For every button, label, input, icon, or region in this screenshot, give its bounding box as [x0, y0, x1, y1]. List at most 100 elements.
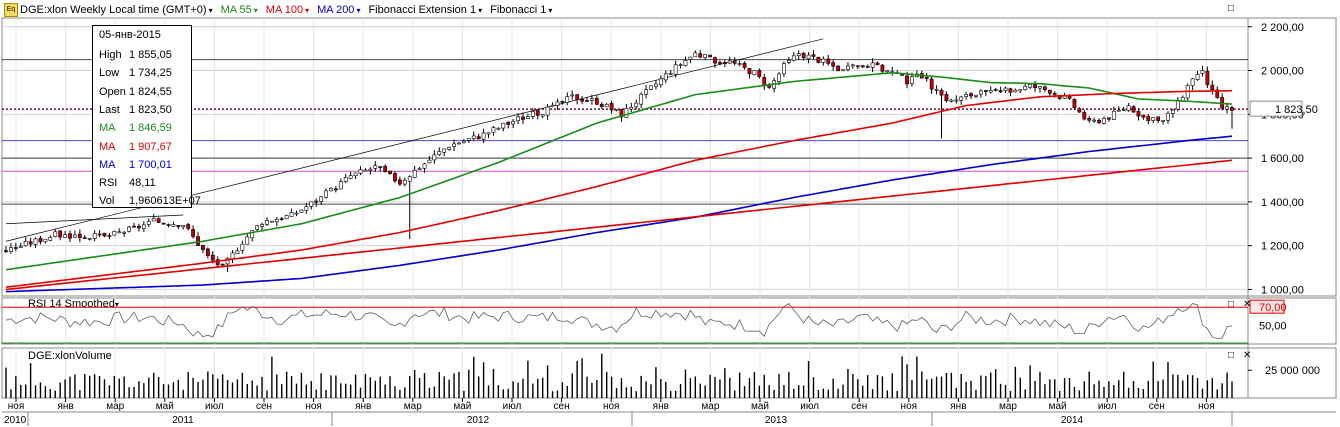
- candle-body: [491, 127, 496, 133]
- candle: [747, 67, 752, 79]
- candle-body: [358, 169, 363, 174]
- candle: [1175, 96, 1180, 112]
- fib-extension-dropdown-icon[interactable]: ▾: [478, 5, 483, 15]
- candle: [476, 133, 481, 140]
- last-price-box: [1249, 100, 1303, 117]
- ma55-indicator[interactable]: MA 55 ▾: [221, 4, 258, 16]
- candle-body: [141, 224, 146, 229]
- candle-body: [393, 173, 397, 182]
- candle: [442, 148, 447, 157]
- candle: [993, 87, 998, 92]
- candle: [166, 223, 171, 228]
- month-label: июл: [205, 401, 224, 412]
- candle: [176, 225, 181, 230]
- candle-body: [747, 68, 752, 75]
- info-row-value: 1 855,05: [129, 49, 172, 61]
- candle: [757, 68, 762, 79]
- candle: [949, 98, 954, 103]
- candle: [570, 90, 575, 100]
- info-row-value: 48,11: [129, 177, 156, 190]
- candle: [427, 156, 432, 164]
- symbol-label[interactable]: DGE:xlon Weekly Local time (GMT+0) ▾: [20, 4, 213, 16]
- chart-header: Eq DGE:xlon Weekly Local time (GMT+0) ▾ M…: [0, 2, 560, 18]
- candle: [796, 50, 801, 60]
- volume-pane-maximize-icon[interactable]: □: [1228, 350, 1235, 361]
- candle-body: [240, 243, 245, 251]
- fib-dropdown-icon[interactable]: ▾: [548, 5, 553, 15]
- candle-body: [777, 73, 781, 82]
- rsi-line: [5, 302, 1233, 339]
- candle: [959, 95, 964, 105]
- ma55-dropdown-icon[interactable]: ▾: [253, 5, 258, 15]
- candle-body: [1077, 108, 1082, 113]
- candle-body: [496, 127, 501, 130]
- candle: [555, 98, 560, 110]
- candle-body: [137, 225, 141, 229]
- candle: [850, 63, 855, 69]
- candle: [279, 217, 284, 222]
- candle-body: [855, 65, 860, 68]
- year-label: 2011: [172, 415, 194, 426]
- candle-body: [565, 96, 570, 103]
- month-label: июл: [1098, 401, 1117, 412]
- rsi-pane-title[interactable]: RSI 14 Smoothed▾: [28, 298, 119, 310]
- candle: [983, 90, 988, 97]
- candle: [599, 102, 604, 109]
- rsi-dropdown-icon[interactable]: ▾: [114, 300, 119, 309]
- candle-body: [816, 56, 821, 63]
- ma200-indicator[interactable]: MA 200 ▾: [317, 4, 360, 16]
- candle: [1230, 105, 1234, 129]
- rsi-pane-maximize-icon[interactable]: □: [1228, 299, 1235, 310]
- main-pane-maximize-icon[interactable]: □: [1228, 3, 1235, 14]
- fib-indicator[interactable]: Fibonacci 1 ▾: [490, 4, 552, 16]
- candle: [718, 60, 722, 66]
- symbol-dropdown-icon[interactable]: ▾: [208, 5, 213, 15]
- candle-body: [1087, 117, 1092, 121]
- fib-extension-indicator[interactable]: Fibonacci Extension 1 ▾: [368, 4, 482, 16]
- candle: [1111, 106, 1116, 120]
- candle-body: [511, 121, 516, 125]
- candle-body: [619, 109, 624, 118]
- volume-pane-close-icon[interactable]: ✕: [1243, 350, 1252, 361]
- candle-body: [634, 102, 639, 108]
- rsi-pane-close-icon[interactable]: ✕: [1243, 299, 1252, 310]
- candle-body: [1102, 118, 1106, 124]
- candle-body: [1121, 109, 1126, 111]
- candle: [732, 57, 737, 66]
- candle-body: [718, 62, 722, 64]
- candle: [1008, 87, 1013, 97]
- candle-body: [1023, 86, 1028, 91]
- info-row-value: 1 824,55: [129, 85, 172, 98]
- candle-body: [1033, 84, 1037, 89]
- candle: [575, 94, 580, 105]
- info-row-label: MA: [99, 158, 116, 171]
- candle-body: [447, 146, 452, 150]
- candle: [791, 51, 796, 62]
- ma100-dropdown-icon[interactable]: ▾: [305, 5, 310, 15]
- candle: [580, 96, 584, 105]
- candle: [107, 233, 112, 240]
- candle-body: [260, 224, 264, 227]
- candle: [1033, 81, 1037, 93]
- candle-body: [481, 132, 486, 140]
- candle: [786, 56, 791, 65]
- month-label: сен: [554, 401, 570, 412]
- candle-body: [127, 226, 131, 232]
- candle: [713, 56, 717, 68]
- candle-body: [1116, 109, 1121, 112]
- candle: [117, 228, 122, 234]
- candle: [422, 162, 427, 173]
- candle-body: [343, 177, 348, 182]
- candle: [1190, 78, 1195, 91]
- candle: [171, 221, 176, 227]
- candle: [284, 214, 289, 220]
- candle: [516, 113, 520, 125]
- ma200-dropdown-icon[interactable]: ▾: [356, 5, 361, 15]
- candle-body: [658, 78, 663, 86]
- candle-body: [23, 240, 28, 247]
- candle: [540, 114, 545, 119]
- candle-body: [112, 231, 117, 236]
- ma100-indicator[interactable]: MA 100 ▾: [266, 4, 309, 16]
- candle: [998, 86, 1003, 93]
